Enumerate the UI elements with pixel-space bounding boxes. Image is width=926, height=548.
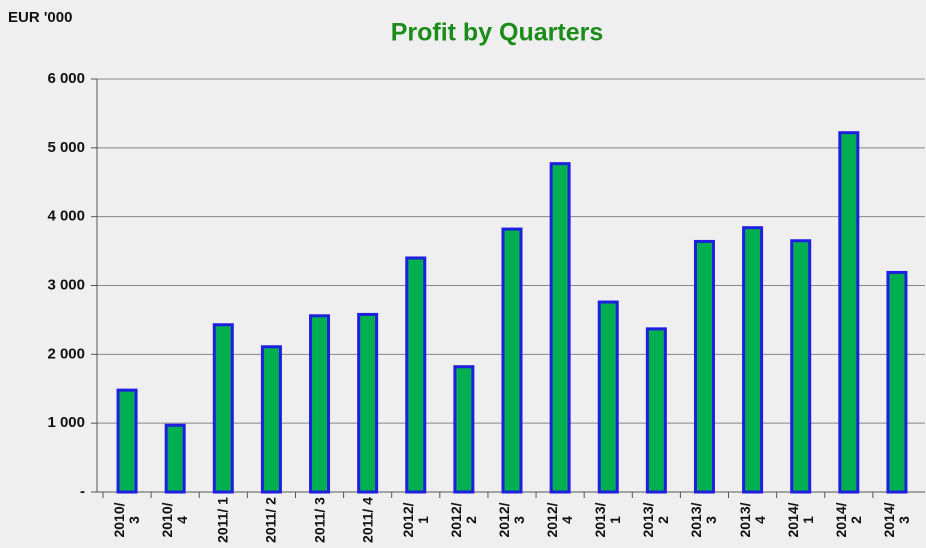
- bar: [309, 314, 331, 494]
- bar: [164, 423, 186, 494]
- bar: [645, 327, 667, 494]
- y-tick-label: -: [80, 483, 85, 500]
- bar: [116, 388, 138, 494]
- x-tick-label: 2014/ 2: [832, 502, 864, 538]
- bar: [453, 365, 475, 494]
- y-tick-label: 5 000: [47, 139, 85, 156]
- y-tick-label: 1 000: [47, 414, 85, 431]
- x-tick-label: 2013/ 3: [688, 502, 720, 538]
- x-tick-label: 2011/ 4: [359, 497, 376, 543]
- bar: [357, 312, 379, 494]
- bar: [212, 323, 234, 494]
- x-tick-label: 2013/ 2: [640, 502, 672, 538]
- bar: [501, 227, 523, 494]
- bar: [260, 345, 282, 494]
- x-tick-label: 2011/ 3: [311, 497, 328, 543]
- x-tick-label: 2011/ 2: [262, 497, 279, 543]
- x-tick-label: 2011/ 1: [214, 497, 231, 543]
- bar: [742, 226, 764, 494]
- x-tick-label: 2012/ 2: [447, 502, 479, 538]
- y-axis-unit: EUR '000: [8, 9, 72, 26]
- bar: [838, 131, 860, 494]
- bar: [886, 270, 908, 494]
- chart-title: Profit by Quarters: [391, 19, 604, 47]
- x-tick-label: 2012/ 4: [544, 502, 576, 538]
- x-tick-label: 2013/ 4: [736, 502, 768, 538]
- bar: [405, 256, 427, 494]
- x-tick-label: 2012/ 1: [399, 502, 431, 538]
- bar: [549, 162, 571, 494]
- y-tick-label: 2 000: [47, 345, 85, 362]
- x-tick-label: 2014/ 1: [784, 502, 816, 538]
- x-tick-label: 2012/ 3: [496, 502, 527, 538]
- x-tick-label: 2013/ 1: [592, 502, 624, 538]
- x-tick-label: 2010/ 4: [159, 502, 191, 538]
- x-tick-label: 2014/ 3: [880, 502, 912, 538]
- bar: [597, 300, 619, 494]
- bar: [790, 239, 812, 494]
- y-tick-label: 3 000: [47, 276, 85, 293]
- y-tick-label: 4 000: [47, 208, 85, 225]
- bar: [693, 239, 715, 494]
- x-tick-label: 2010/ 3: [111, 502, 143, 538]
- y-tick-label: 6 000: [47, 70, 85, 87]
